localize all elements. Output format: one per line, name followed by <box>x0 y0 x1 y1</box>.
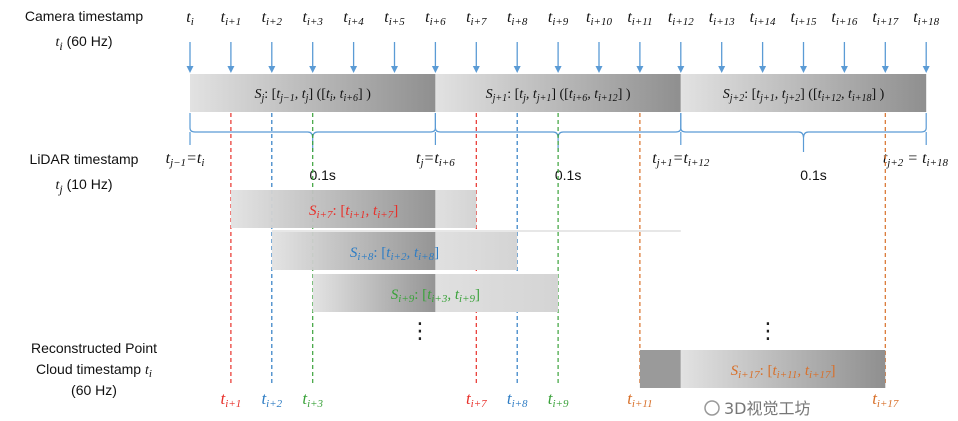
arrow-down-icon <box>472 66 480 73</box>
camera-tick-label: ti+11 <box>627 9 652 28</box>
arrow-down-icon <box>391 66 398 73</box>
output-tick-label: ti+3 <box>302 389 323 410</box>
arrow-down-icon <box>800 66 807 73</box>
window-label: Si+9: [ti+3, ti+9] <box>391 287 480 305</box>
lidar-tick-label: tj−1=ti <box>166 150 205 169</box>
reconstructed-label-line1: Reconstructed Point <box>31 340 157 356</box>
camera-tick-label: ti+16 <box>831 9 857 28</box>
output-tick-label: ti+1 <box>221 389 242 410</box>
camera-tick-label: ti+4 <box>343 9 364 28</box>
camera-tick-label: ti+15 <box>791 9 817 28</box>
arrow-down-icon <box>186 66 194 73</box>
lidar-tick-label: tj+1=ti+12 <box>652 150 710 169</box>
arrow-down-icon <box>309 66 317 73</box>
output-tick-label: ti+7 <box>466 389 487 410</box>
watermark: 3D视觉工坊 <box>704 399 811 418</box>
interval-brace <box>434 113 682 152</box>
ellipsis-dots: ⋮ <box>757 319 779 344</box>
output-tick-label: ti+17 <box>872 389 899 410</box>
lidar-tick-label: tj=ti+6 <box>416 150 455 169</box>
output-tick-label: ti+11 <box>627 389 652 410</box>
interval-label: 0.1s <box>555 167 581 183</box>
lidar-segment-bar <box>190 74 436 112</box>
camera-rate-label: ti (60 Hz) <box>55 33 112 53</box>
camera-tick-label: ti+9 <box>548 9 569 28</box>
camera-tick-label: ti <box>186 9 194 28</box>
camera-tick-label: ti+18 <box>913 9 939 28</box>
window-bar-new <box>435 274 559 312</box>
lidar-tick-label: tj+2 = ti+18 <box>883 150 949 169</box>
window-label: Si+7: [ti+1, ti+7] <box>309 203 398 221</box>
arrow-down-icon <box>677 66 685 73</box>
interval-label: 0.1s <box>800 167 826 183</box>
arrow-down-icon <box>840 66 848 73</box>
lidar-segment-bar <box>435 74 681 112</box>
lidar-segment-label: Sj+2: [tj+1, tj+2] ([ti+12, ti+18] ) <box>723 87 885 104</box>
camera-tick-label: ti+3 <box>302 9 323 28</box>
camera-tick-label: ti+5 <box>384 9 405 28</box>
lidar-segment-bar <box>680 74 927 112</box>
window-bar-new <box>680 350 886 388</box>
reconstructed-label-line2: Cloud timestamp ti <box>36 361 152 380</box>
output-tick-label: ti+8 <box>507 389 528 410</box>
arrow-down-icon <box>881 66 889 73</box>
arrow-down-icon <box>595 66 603 73</box>
lidar-rate-label: tj (10 Hz) <box>55 176 112 196</box>
arrow-down-icon <box>554 66 562 73</box>
arrow-down-icon <box>636 66 644 73</box>
window-bar-new <box>435 190 477 228</box>
camera-tick-label: ti+10 <box>586 9 612 28</box>
output-tick-label: ti+2 <box>261 389 282 410</box>
camera-tick-label: ti+14 <box>750 9 776 28</box>
wechat-icon <box>704 400 720 416</box>
arrow-down-icon <box>513 66 521 73</box>
window-label: Si+17: [ti+11, ti+17] <box>731 363 836 381</box>
interval-label: 0.1s <box>309 167 335 183</box>
camera-tick-label: ti+7 <box>466 9 487 28</box>
window-bar-overlap <box>312 274 436 312</box>
camera-tick-label: ti+8 <box>507 9 528 28</box>
lidar-segment-label: Sj: [tj−1, tj] ([ti, ti+6] ) <box>255 87 372 104</box>
ellipsis-dots: ⋮ <box>409 319 431 344</box>
arrow-down-icon <box>227 66 235 73</box>
camera-tick-label: ti+13 <box>709 9 735 28</box>
camera-tick-label: ti+2 <box>262 9 283 28</box>
arrow-down-icon <box>718 66 726 73</box>
camera-timestamp-label: Camera timestamp <box>25 8 143 24</box>
lidar-segment-label: Sj+1: [tj, tj+1] ([ti+6, ti+12] ) <box>486 87 631 104</box>
arrow-down-icon <box>268 66 276 73</box>
window-bar-overlap <box>230 190 436 228</box>
camera-tick-label: ti+17 <box>872 9 898 28</box>
output-tick-label: ti+9 <box>548 389 569 410</box>
arrow-down-icon <box>922 66 930 73</box>
arrow-down-icon <box>431 66 439 73</box>
interval-brace <box>189 113 436 152</box>
camera-tick-label: ti+6 <box>425 9 446 28</box>
interval-brace <box>680 113 927 152</box>
window-bar-new <box>435 232 518 270</box>
arrow-down-icon <box>759 66 767 73</box>
lidar-timestamp-label: LiDAR timestamp <box>30 151 139 167</box>
arrow-down-icon <box>350 66 358 73</box>
watermark-text: 3D视觉工坊 <box>724 399 811 418</box>
window-bar-overlap <box>271 232 436 270</box>
window-label: Si+8: [ti+2, ti+8] <box>350 245 439 263</box>
reconstructed-label-line3: (60 Hz) <box>71 382 117 398</box>
window-bar-overlap <box>639 350 681 388</box>
camera-tick-label: ti+1 <box>221 9 241 28</box>
camera-tick-label: ti+12 <box>668 9 694 28</box>
